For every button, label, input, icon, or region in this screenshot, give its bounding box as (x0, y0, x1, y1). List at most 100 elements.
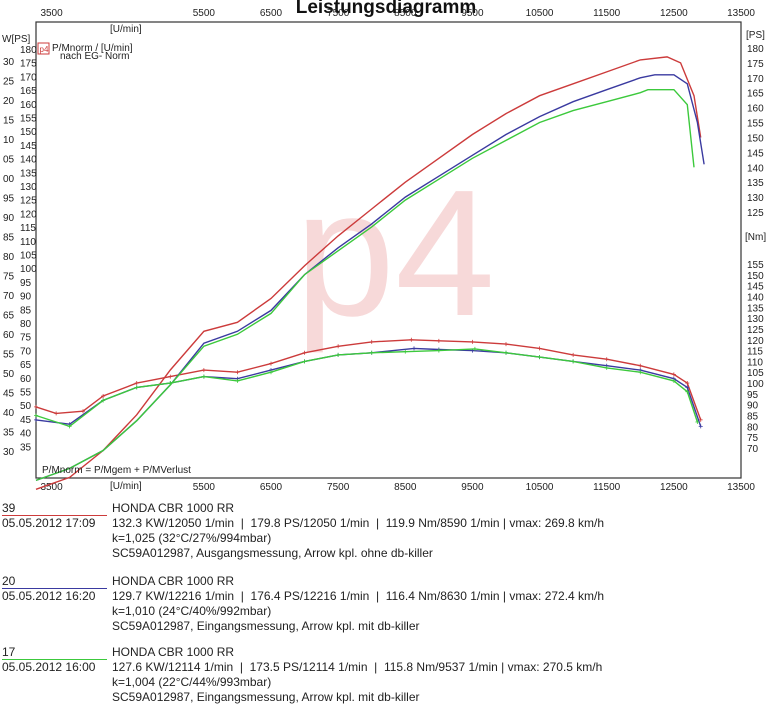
legend-sub: nach EG- Norm (60, 51, 129, 62)
run-date: 05.05.2012 16:00 (2, 660, 96, 674)
y-left-outer-tick-label: 00 (3, 174, 15, 185)
y-left-outer-tick-label: 70 (3, 291, 15, 302)
torque-point-17 (34, 413, 38, 418)
y-right-nm-tick-label: 150 (747, 271, 764, 282)
run-metrics: 132.3 KW/12050 1/min | 179.8 PS/12050 1/… (112, 516, 605, 530)
y-left-outer-tick-label: 15 (3, 116, 15, 127)
torque-point-39 (409, 337, 414, 342)
torque-point-39 (302, 350, 307, 355)
y-left-outer-tick-label: 55 (3, 350, 15, 361)
torque-point-20 (34, 417, 38, 422)
x-tick-label: 11500 (593, 8, 621, 19)
y-right-ps-tick-label: 170 (747, 74, 764, 85)
y-left-tick-label: 60 (20, 374, 32, 385)
torque-point-17 (168, 381, 173, 386)
torque-point-17 (336, 352, 341, 357)
y-left-outer-tick-label: 60 (3, 330, 15, 341)
x-tick-label: 11500 (593, 482, 621, 493)
y-left-outer-tick-label: 95 (3, 194, 15, 205)
run-index: 17 (2, 645, 16, 659)
y-left-tick-label: 120 (20, 209, 37, 220)
y-left-tick-label: 115 (20, 223, 36, 234)
y-left-tick-label: 150 (20, 127, 37, 138)
x-axis-unit-bottom: [U/min] (110, 481, 142, 492)
legend-tag: p4 (40, 45, 49, 54)
torque-point-39 (638, 363, 643, 368)
torque-point-39 (101, 394, 106, 399)
y-left-tick-label: 75 (20, 333, 32, 344)
y-left-outer-tick-label: 35 (3, 428, 15, 439)
torque-point-39 (336, 344, 341, 349)
y-left-tick-label: 175 (20, 59, 37, 70)
y-left-outer-tick-label: 65 (3, 311, 15, 322)
y-left-tick-label: 65 (20, 360, 32, 371)
torque-point-20 (412, 346, 417, 351)
x-tick-label: 5500 (193, 482, 216, 493)
torque-point-17 (604, 365, 609, 370)
run-conditions: k=1,025 (32°C/27%/994mbar) (112, 531, 272, 545)
y-left-tick-label: 135 (20, 168, 37, 179)
torque-point-17 (571, 359, 576, 364)
run-model: HONDA CBR 1000 RR (112, 574, 235, 588)
run-conditions: k=1,010 (24°C/40%/992mbar) (112, 604, 272, 618)
y-left-tick-label: 55 (20, 388, 32, 399)
legend-text: P/Mnorm / [U/min] (52, 43, 133, 54)
run-color-line (2, 659, 107, 660)
y-left-outer-tick-label: 80 (3, 252, 15, 263)
y-right-nm-tick-label: 105 (747, 368, 764, 379)
x-tick-label: 10500 (526, 482, 554, 493)
x-tick-label: 7500 (327, 8, 350, 19)
y-left-outer-tick-label: 40 (3, 408, 15, 419)
run-index: 39 (2, 501, 16, 515)
torque-point-39 (269, 361, 273, 366)
y-left-tick-label: 105 (20, 251, 37, 262)
y-left-outer-tick-label: 90 (3, 213, 15, 224)
torque-point-17 (472, 346, 477, 351)
y-right-nm-tick-label: 80 (747, 422, 759, 433)
y-right-nm-tick-label: 120 (747, 336, 764, 347)
y-axis-right-ps-unit: [PS] (746, 30, 765, 41)
torque-point-39 (168, 374, 173, 379)
y-left-outer-tick-label: 25 (3, 77, 15, 88)
y-left-outer-tick-label: 30 (3, 447, 15, 458)
y-left-outer-tick-label: 30 (3, 57, 15, 68)
watermark: p4 (295, 153, 495, 354)
y-right-nm-tick-label: 75 (747, 433, 759, 444)
run-metrics: 129.7 KW/12216 1/min | 176.4 PS/12216 1/… (112, 589, 605, 603)
torque-point-17 (134, 385, 139, 390)
torque-point-17 (685, 389, 690, 394)
torque-point-39 (369, 339, 374, 344)
x-tick-label: 9500 (461, 482, 484, 493)
torque-point-39 (201, 368, 206, 373)
torque-point-39 (537, 346, 542, 351)
run-date: 05.05.2012 17:09 (2, 516, 96, 530)
run-description: SC59A012987, Eingangsmessung, Arrow kpl.… (112, 619, 420, 633)
y-right-ps-tick-label: 140 (747, 163, 764, 174)
y-right-ps-tick-label: 150 (747, 133, 764, 144)
x-tick-label: 10500 (526, 8, 554, 19)
torque-point-39 (235, 370, 240, 375)
torque-point-17 (504, 350, 508, 355)
torque-line-17 (35, 348, 699, 428)
y-right-nm-tick-label: 125 (747, 325, 764, 336)
x-tick-label: 13500 (727, 482, 755, 493)
torque-point-17 (269, 370, 273, 375)
chart-title: Leistungsdiagramm (295, 0, 477, 18)
x-tick-label: 6500 (260, 482, 283, 493)
y-left-tick-label: 70 (20, 346, 32, 357)
y-left-outer-tick-label: 05 (3, 155, 15, 166)
torque-point-39 (685, 381, 690, 386)
run-metrics: 127.6 KW/12114 1/min | 173.5 PS/12114 1/… (112, 660, 603, 674)
y-right-ps-tick-label: 130 (747, 193, 764, 204)
y-left-tick-label: 110 (20, 237, 36, 248)
torque-point-17 (235, 378, 240, 383)
torque-point-20 (698, 424, 703, 429)
y-right-nm-tick-label: 100 (747, 379, 764, 390)
legend-tag-box (37, 42, 50, 55)
y-right-ps-tick-label: 145 (747, 148, 764, 159)
run-date: 05.05.2012 16:20 (2, 589, 96, 603)
x-tick-label: 3500 (40, 482, 63, 493)
y-left-tick-label: 40 (20, 429, 32, 440)
y-left-tick-label: 125 (20, 196, 37, 207)
x-tick-label: 8500 (394, 482, 417, 493)
